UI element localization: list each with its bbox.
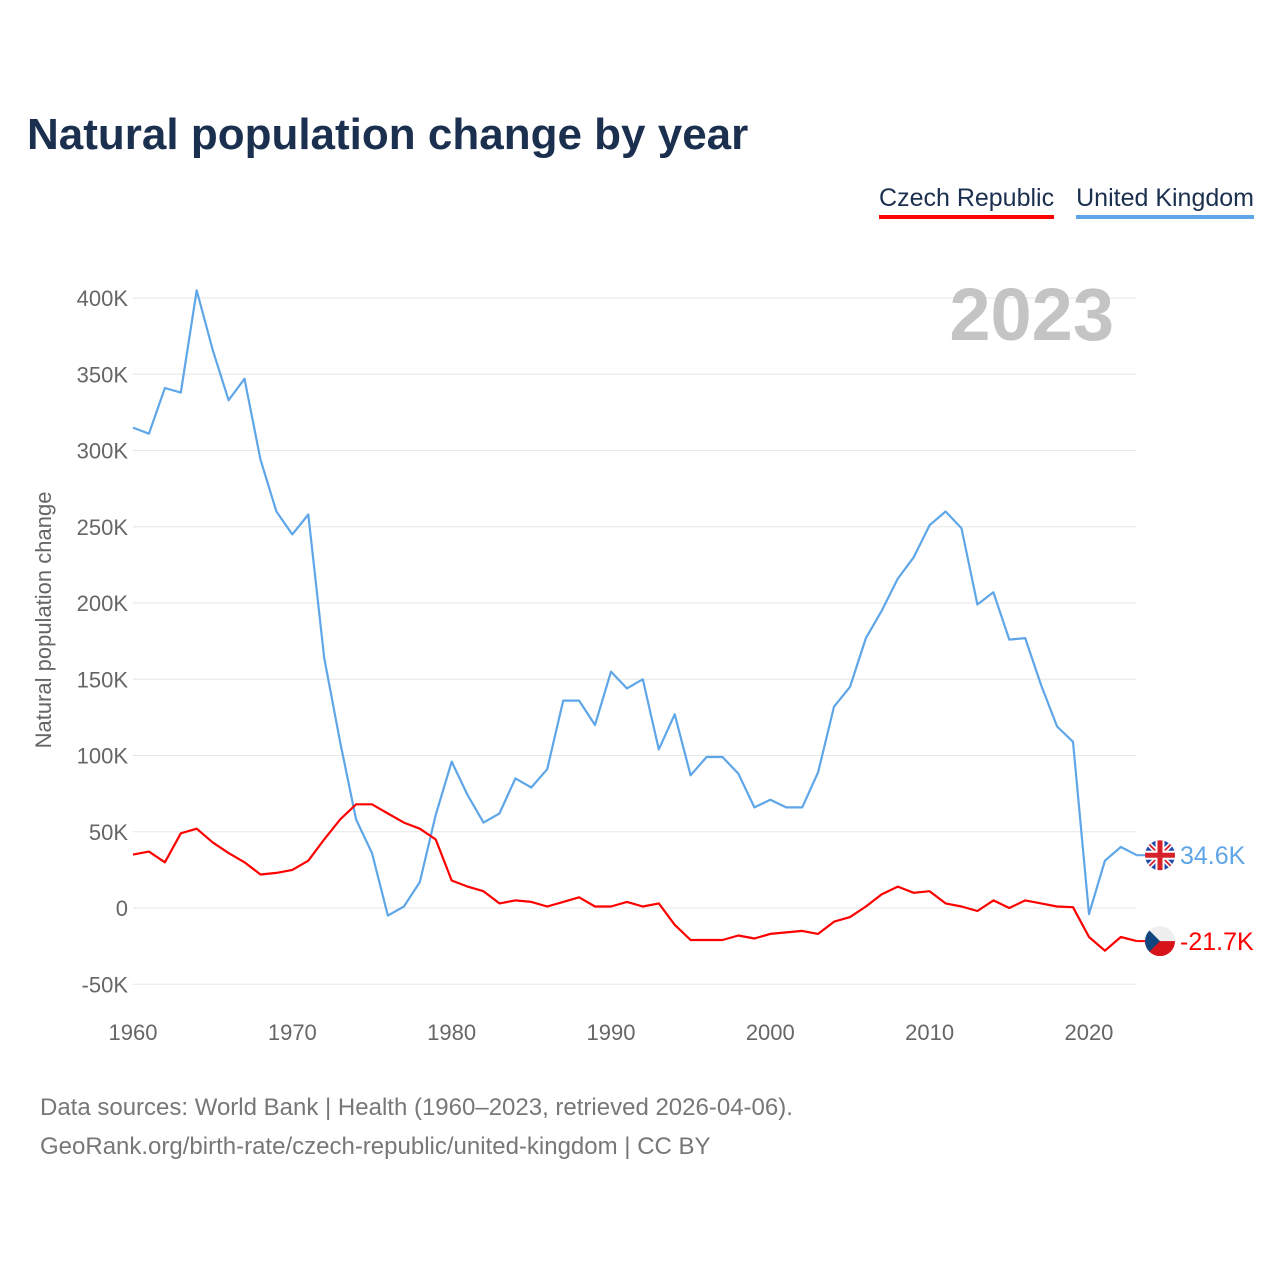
year-watermark: 2023 — [949, 273, 1114, 356]
y-tick-label: 100K — [77, 744, 129, 769]
source-note: Data sources: World Bank | Health (1960–… — [40, 1094, 793, 1121]
y-tick-label: 300K — [77, 439, 129, 464]
y-tick-label: -50K — [82, 972, 129, 997]
end-value-label: -21.7K — [1180, 928, 1254, 956]
y-tick-label: 200K — [77, 591, 129, 616]
x-tick-label: 1980 — [427, 1020, 476, 1045]
x-tick-label: 1960 — [109, 1020, 158, 1045]
series-line-czech-republic — [132, 803, 1138, 952]
y-tick-label: 350K — [77, 362, 129, 387]
chart-title: Natural population change by year — [27, 110, 749, 159]
footer: Data sources: World Bank | Health (1960–… — [40, 1088, 793, 1166]
y-tick-label: 400K — [77, 286, 129, 311]
x-tick-label: 2000 — [746, 1020, 795, 1045]
x-tick-label: 2010 — [905, 1020, 954, 1045]
source-link[interactable]: GeoRank.org/birth-rate/czech-republic/un… — [40, 1133, 711, 1160]
y-axis-label: Natural population change — [31, 492, 56, 749]
series-line-united-kingdom — [132, 289, 1138, 917]
x-tick-label: 1970 — [268, 1020, 317, 1045]
legend: Czech Republic United Kingdom — [879, 184, 1254, 219]
y-tick-label: 150K — [77, 667, 129, 692]
legend-item-czech-republic[interactable]: Czech Republic — [879, 184, 1055, 219]
end-value-label: 34.6K — [1180, 842, 1246, 870]
y-tick-label: 50K — [89, 820, 128, 845]
y-tick-label: 250K — [77, 515, 129, 540]
x-tick-label: 2020 — [1064, 1020, 1113, 1045]
legend-item-united-kingdom[interactable]: United Kingdom — [1076, 184, 1254, 219]
x-tick-label: 1990 — [586, 1020, 635, 1045]
y-tick-label: 0 — [116, 896, 128, 921]
uk-flag-icon — [1145, 840, 1175, 871]
czech-flag-icon — [1145, 926, 1175, 957]
